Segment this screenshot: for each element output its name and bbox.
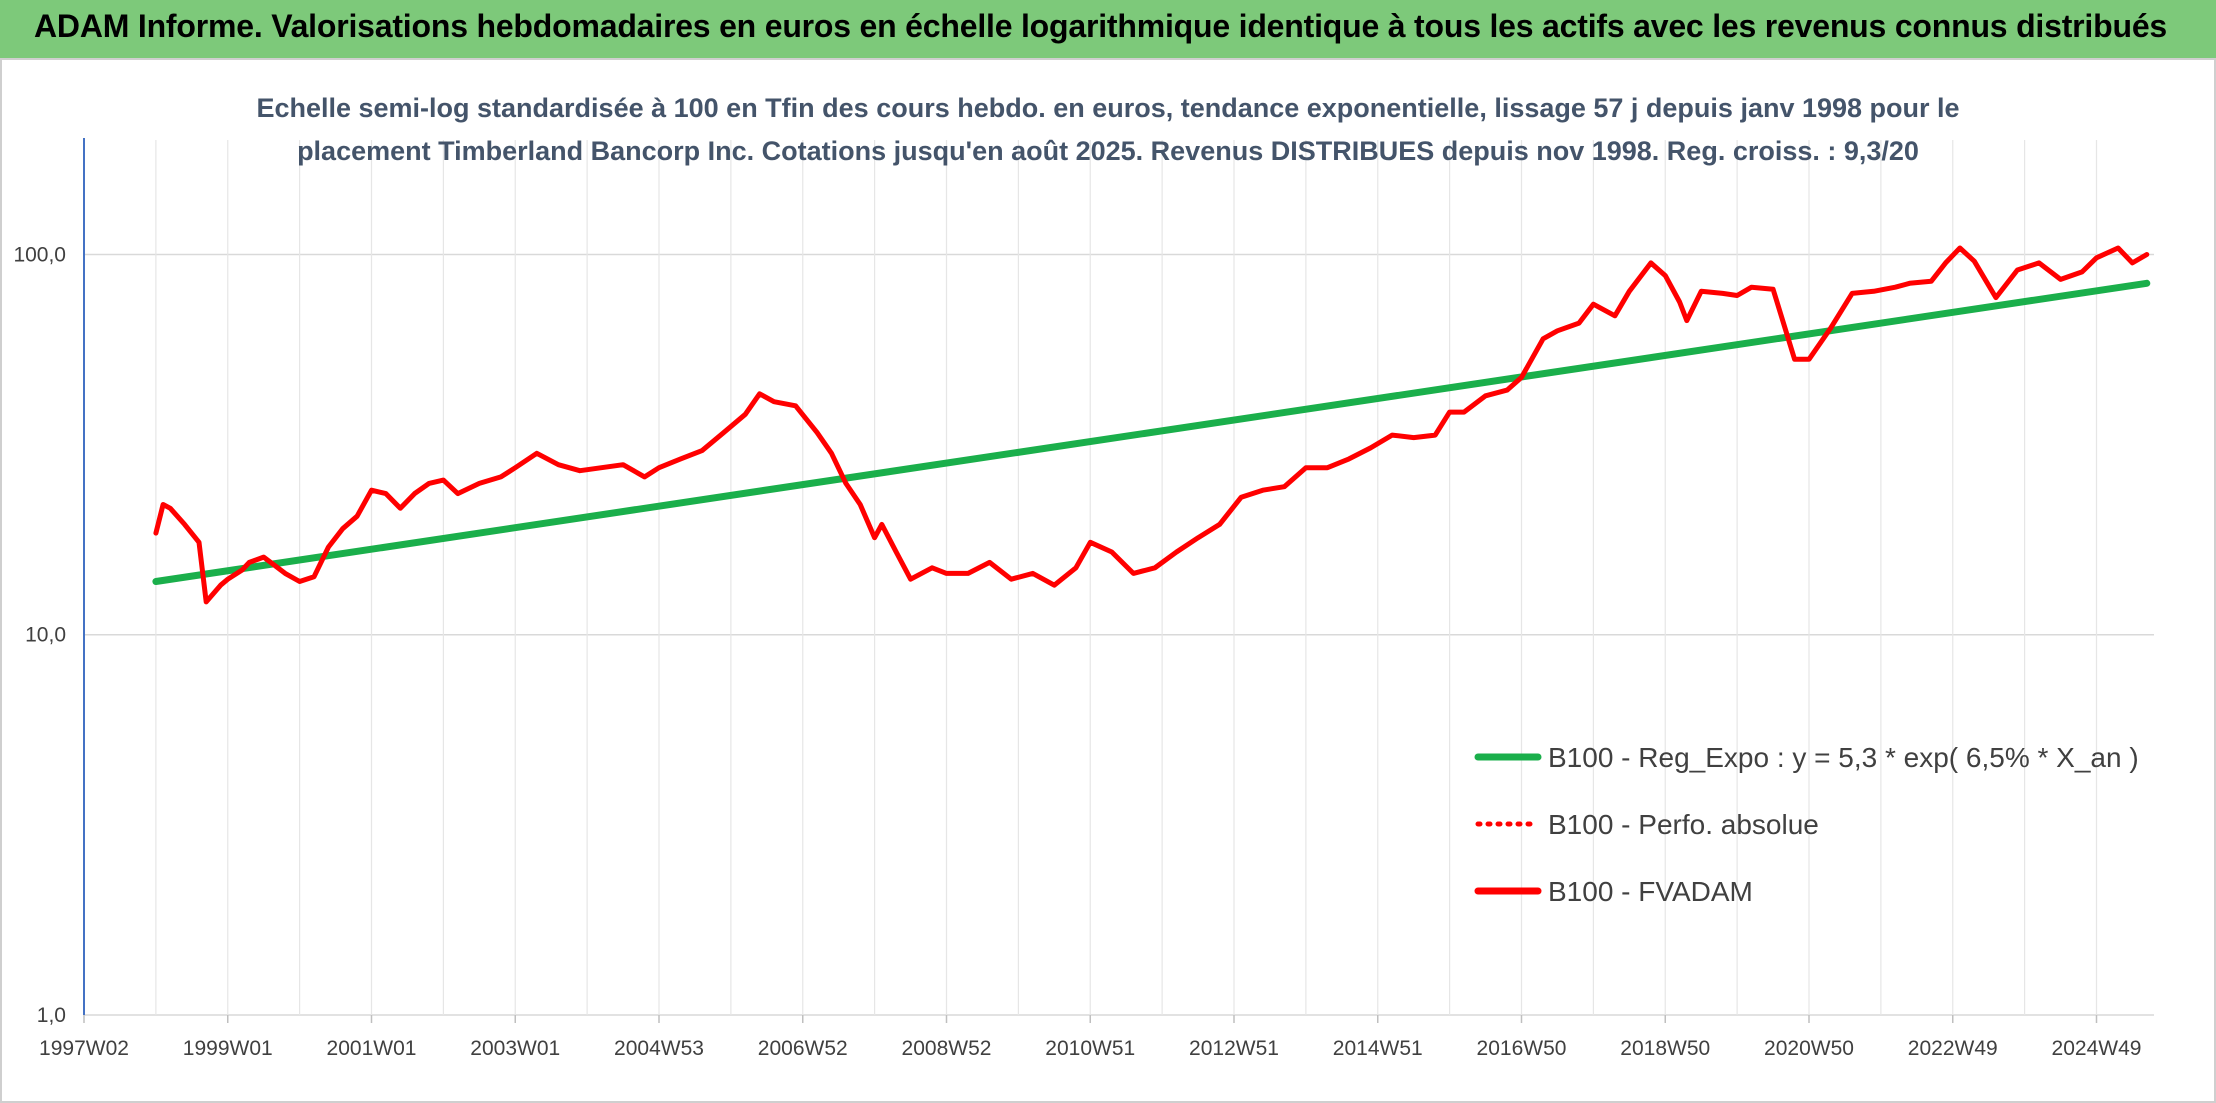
- x-tick-label: 2003W01: [470, 1037, 560, 1060]
- y-axis-ticks: 100,0 10,0 1,0: [13, 243, 66, 1027]
- x-tick-label: 2020W50: [1764, 1037, 1854, 1060]
- series-regression-line: [152, 279, 2151, 585]
- legend-item-fvadam-label: B100 - FVADAM: [1548, 876, 1753, 907]
- x-tick-label: 2018W50: [1620, 1037, 1710, 1060]
- x-tick-label: 2006W52: [758, 1037, 848, 1060]
- x-tick-label: 2022W49: [1908, 1037, 1998, 1060]
- chart-frame: Echelle semi-log standardisée à 100 en T…: [0, 58, 2216, 1103]
- legend-item-regression-label: B100 - Reg_Expo : y = 5,3 * exp( 6,5% * …: [1548, 742, 2139, 773]
- x-tick-label: 2010W51: [1045, 1037, 1135, 1060]
- x-tick-label: 2016W50: [1477, 1037, 1567, 1060]
- x-tick-label: 2014W51: [1333, 1037, 1423, 1060]
- page-title: ADAM Informe. Valorisations hebdomadaire…: [34, 8, 2168, 44]
- series-fvadam-line: [153, 245, 2150, 605]
- grid-layer: [83, 138, 2154, 1023]
- y-tick-label: 100,0: [13, 243, 66, 266]
- legend: B100 - Reg_Expo : y = 5,3 * exp( 6,5% * …: [1474, 742, 2139, 907]
- x-tick-label: 2012W51: [1189, 1037, 1279, 1060]
- header-band: [0, 0, 2216, 58]
- x-tick-label: 2001W01: [327, 1037, 417, 1060]
- x-tick-label: 2024W49: [2052, 1037, 2142, 1060]
- chart-canvas: Echelle semi-log standardisée à 100 en T…: [13, 93, 2154, 1060]
- chart-title-line1: Echelle semi-log standardisée à 100 en T…: [256, 93, 1959, 123]
- x-tick-label: 2008W52: [902, 1037, 992, 1060]
- y-tick-label: 1,0: [37, 1004, 66, 1027]
- series-layer: [152, 245, 2151, 605]
- y-tick-label: 10,0: [25, 624, 66, 647]
- x-axis-ticks: 1997W02 1999W01 2001W01 2003W01 2004W53 2006W…: [39, 1037, 2141, 1060]
- x-tick-label: 1997W02: [39, 1037, 129, 1060]
- x-tick-label: 2004W53: [614, 1037, 704, 1060]
- legend-item-perfo-label: B100 - Perfo. absolue: [1548, 809, 1819, 840]
- x-tick-label: 1999W01: [183, 1037, 273, 1060]
- chart-title-line2: placement Timberland Bancorp Inc. Cotati…: [297, 136, 1919, 166]
